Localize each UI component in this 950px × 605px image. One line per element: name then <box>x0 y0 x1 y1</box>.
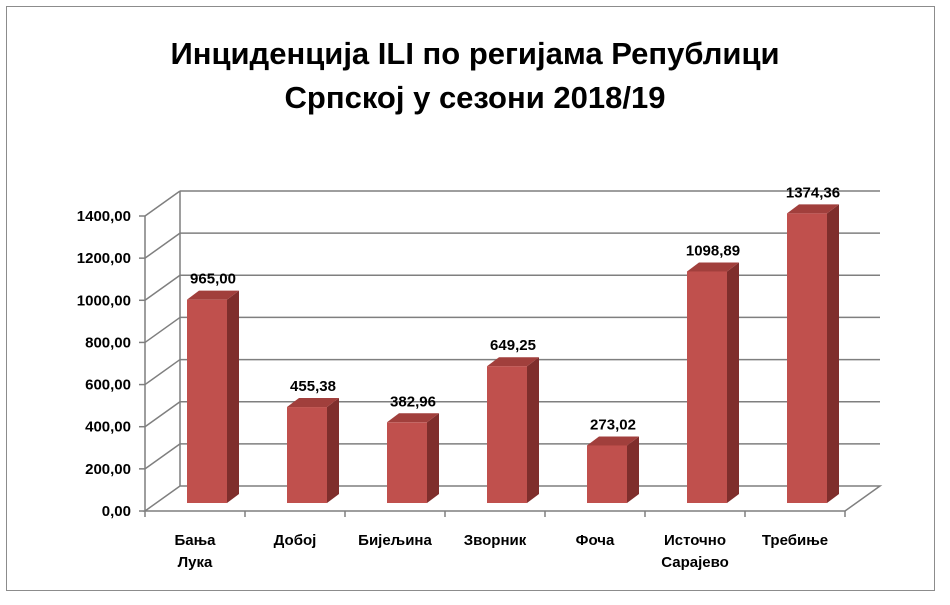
data-label: 649,25 <box>490 337 536 354</box>
data-label: 273,02 <box>590 416 636 433</box>
side-gridline <box>144 401 181 428</box>
y-tick-label: 1200,00 <box>77 250 131 267</box>
category-label: Требиње <box>762 532 828 549</box>
category-label: Бијељина <box>358 532 432 549</box>
bar-side <box>727 262 739 503</box>
y-tick-label: 0,00 <box>102 503 131 520</box>
y-tick-label: 800,00 <box>85 334 131 351</box>
bar-side <box>627 436 639 503</box>
y-tick-label: 400,00 <box>85 419 131 436</box>
category-label: Источно <box>664 532 726 549</box>
y-tick-label: 200,00 <box>85 461 131 478</box>
chart-title: Инциденција ILI по регијама Републици Ср… <box>0 32 950 120</box>
bar-top <box>687 262 739 272</box>
bar <box>787 213 827 503</box>
data-label: 382,96 <box>390 393 436 410</box>
side-gridline <box>144 190 181 217</box>
y-tick-label: 600,00 <box>85 377 131 394</box>
bar-side <box>327 398 339 503</box>
category-label: Зворник <box>464 532 527 549</box>
bar-top <box>287 398 339 408</box>
side-gridline <box>144 358 181 386</box>
bar-top <box>487 357 539 367</box>
bar-top <box>387 413 439 423</box>
data-label: 1098,89 <box>686 242 740 259</box>
category-label: Добој <box>274 532 317 549</box>
category-label: Фоча <box>576 532 615 549</box>
bar-top <box>187 290 239 300</box>
y-tick-label: 1400,00 <box>77 208 131 225</box>
chart-title-line-2: Српској у сезони 2018/19 <box>284 80 666 115</box>
bar <box>587 445 627 503</box>
y-tick-label: 1000,00 <box>77 292 131 309</box>
bar-side <box>527 357 539 503</box>
chart-title-line-1: Инциденција ILI по регијама Републици <box>170 36 780 71</box>
category-label: Бања <box>174 532 216 549</box>
bar <box>287 407 327 503</box>
chart-floor <box>142 485 883 512</box>
side-gridline <box>144 232 181 259</box>
data-label: 455,38 <box>290 378 336 395</box>
chart-frame <box>6 6 935 591</box>
bar-side <box>427 413 439 503</box>
bar-top <box>587 436 639 446</box>
bar <box>687 271 727 503</box>
category-label: Лука <box>178 554 213 571</box>
bar <box>487 366 527 503</box>
side-gridline <box>144 443 181 470</box>
bar-side <box>227 290 239 503</box>
category-label: Сарајево <box>661 554 729 571</box>
bar <box>187 299 227 503</box>
data-label: 1374,36 <box>786 184 840 201</box>
bar-top <box>787 204 839 214</box>
data-label: 965,00 <box>190 271 236 288</box>
side-gridline <box>144 274 181 301</box>
bar <box>387 422 427 503</box>
side-gridline <box>144 316 181 344</box>
bar-side <box>827 204 839 503</box>
